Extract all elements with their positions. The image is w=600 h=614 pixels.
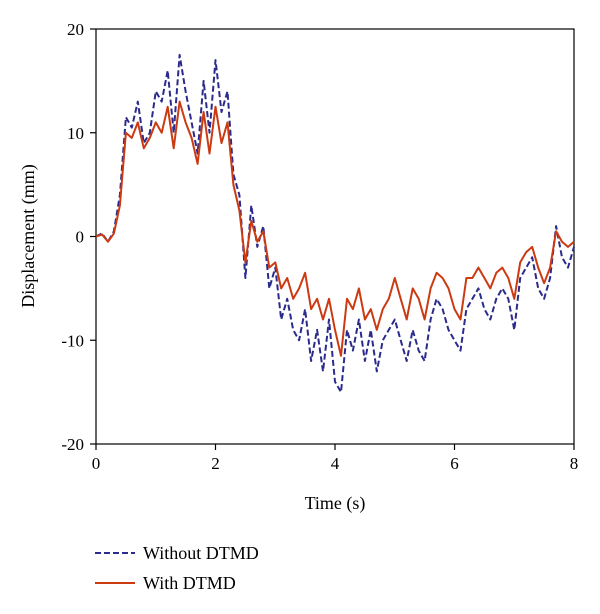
legend-item-with-dtmd: With DTMD (95, 568, 259, 598)
y-axis-ticks: -20 -10 0 10 20 (61, 20, 96, 454)
x-tick-label: 8 (570, 454, 579, 473)
y-axis-title: Displacement (mm) (18, 164, 39, 307)
legend: Without DTMD With DTMD (95, 538, 259, 598)
y-tick-label: -10 (61, 331, 84, 350)
series-layer (95, 53, 575, 394)
x-axis-ticks: 0 2 4 6 8 (92, 444, 579, 473)
series-line-without-dtmd (95, 53, 575, 394)
x-tick-label: 6 (450, 454, 459, 473)
x-tick-label: 2 (211, 454, 220, 473)
y-tick-label: 0 (76, 228, 85, 247)
legend-swatch-solid (95, 582, 135, 584)
y-tick-label: 20 (67, 20, 84, 39)
x-tick-label: 4 (331, 454, 340, 473)
x-axis-title: Time (s) (305, 493, 366, 514)
legend-label-without-dtmd: Without DTMD (143, 542, 259, 563)
x-tick-label: 0 (92, 454, 101, 473)
legend-label-with-dtmd: With DTMD (143, 572, 236, 593)
y-tick-label: -20 (61, 435, 84, 454)
series-line-with-dtmd (95, 100, 575, 357)
legend-item-without-dtmd: Without DTMD (95, 538, 259, 568)
legend-swatch-dashed (95, 552, 135, 554)
y-tick-label: 10 (67, 124, 84, 143)
